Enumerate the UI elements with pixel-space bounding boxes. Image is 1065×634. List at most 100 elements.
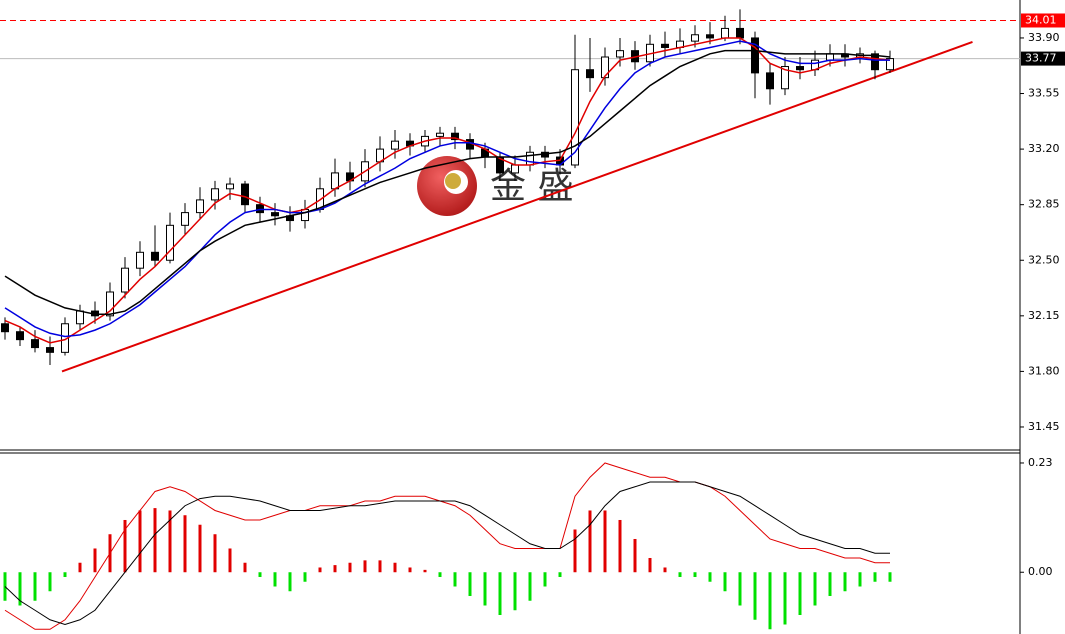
candle-body (331, 172, 339, 190)
candle-body (616, 50, 624, 58)
candle-body (196, 199, 204, 214)
candle-body (16, 331, 24, 341)
candle-body (796, 66, 804, 71)
candle-body (391, 140, 399, 150)
macd-bar (783, 572, 787, 625)
macd-bar (798, 572, 802, 615)
macd-bar (363, 560, 367, 573)
macd-bar (393, 562, 397, 573)
y-tick-label: 0.00 (1028, 565, 1053, 578)
macd-bar (813, 572, 817, 606)
macd-bar (498, 572, 502, 615)
macd-bar (753, 572, 757, 620)
candle-body (571, 69, 579, 166)
macd-bar (183, 515, 187, 573)
macd-bar (633, 538, 637, 573)
macd-bar (138, 510, 142, 573)
candle-body (1, 323, 9, 333)
macd-bar (573, 529, 577, 573)
macd-bar (693, 572, 697, 577)
macd-bar (483, 572, 487, 606)
candle-body (121, 267, 129, 293)
moving-average (4, 37, 891, 344)
candle-body (706, 34, 714, 39)
macd-bar (348, 562, 352, 573)
candle-body (271, 212, 279, 217)
y-tick-label: 32.15 (1028, 309, 1060, 322)
moving-average (4, 49, 891, 315)
y-tick-label: 0.23 (1028, 456, 1053, 469)
candle-body (46, 347, 54, 353)
y-tick-label: 32.85 (1028, 198, 1060, 211)
candle-body (226, 183, 234, 190)
macd-bar (33, 572, 37, 601)
macd-bar (198, 524, 202, 573)
candle-body (601, 56, 609, 79)
macd-bar (243, 562, 247, 573)
macd-bar (93, 548, 97, 573)
macd-bar (273, 572, 277, 587)
macd-bar (543, 572, 547, 587)
candle-body (661, 43, 669, 48)
macd-bar (168, 510, 172, 573)
macd-bar (378, 560, 382, 573)
macd-bar (723, 572, 727, 592)
macd-bar (333, 565, 337, 573)
candle-body (511, 164, 519, 174)
macd-bar (768, 572, 772, 630)
macd-bar (618, 519, 622, 573)
candle-body (256, 204, 264, 214)
candle-body (106, 291, 114, 317)
macd-bar (558, 572, 562, 577)
macd-bar (18, 572, 22, 606)
candle-body (691, 34, 699, 42)
macd-bar (213, 534, 217, 573)
candle-body (166, 224, 174, 261)
macd-bar (258, 572, 262, 577)
macd-bar (528, 572, 532, 601)
macd-bar (888, 572, 892, 582)
macd-bar (303, 572, 307, 582)
candle-body (766, 72, 774, 90)
macd-bar (123, 519, 127, 573)
macd-bar (288, 572, 292, 592)
macd-bar (78, 562, 82, 573)
macd-bar (48, 572, 52, 592)
candle-body (736, 27, 744, 39)
macd-bar (588, 510, 592, 573)
macd-bar (738, 572, 742, 606)
candle-body (586, 69, 594, 79)
macd-line (4, 462, 890, 630)
candle-body (136, 251, 144, 269)
macd-bar (663, 567, 667, 573)
y-tick-label: 33.55 (1028, 87, 1060, 100)
macd-bar (153, 508, 157, 573)
candle-body (31, 339, 39, 349)
candle-body (721, 27, 729, 39)
macd-bar (678, 572, 682, 577)
candle-body (451, 132, 459, 141)
price-level-box (1021, 51, 1065, 66)
macd-bar (843, 572, 847, 592)
macd-bar (708, 572, 712, 582)
candle-body (181, 212, 189, 226)
candle-body (781, 66, 789, 90)
y-tick-label: 31.80 (1028, 364, 1060, 377)
candle-body (886, 58, 894, 71)
candle-body (76, 310, 84, 325)
macd-bar (603, 510, 607, 573)
candle-body (241, 183, 249, 206)
moving-average (4, 40, 890, 338)
candle-body (751, 37, 759, 74)
candle-body (526, 151, 534, 166)
macd-bar (63, 572, 67, 577)
macd-bar (408, 567, 412, 573)
macd-bar (858, 572, 862, 587)
y-tick-label: 32.50 (1028, 253, 1060, 266)
macd-bar (828, 572, 832, 596)
price-level-label: 34.01 (1025, 13, 1057, 26)
macd-bar (453, 572, 457, 587)
price-level-label: 33.77 (1025, 52, 1057, 65)
